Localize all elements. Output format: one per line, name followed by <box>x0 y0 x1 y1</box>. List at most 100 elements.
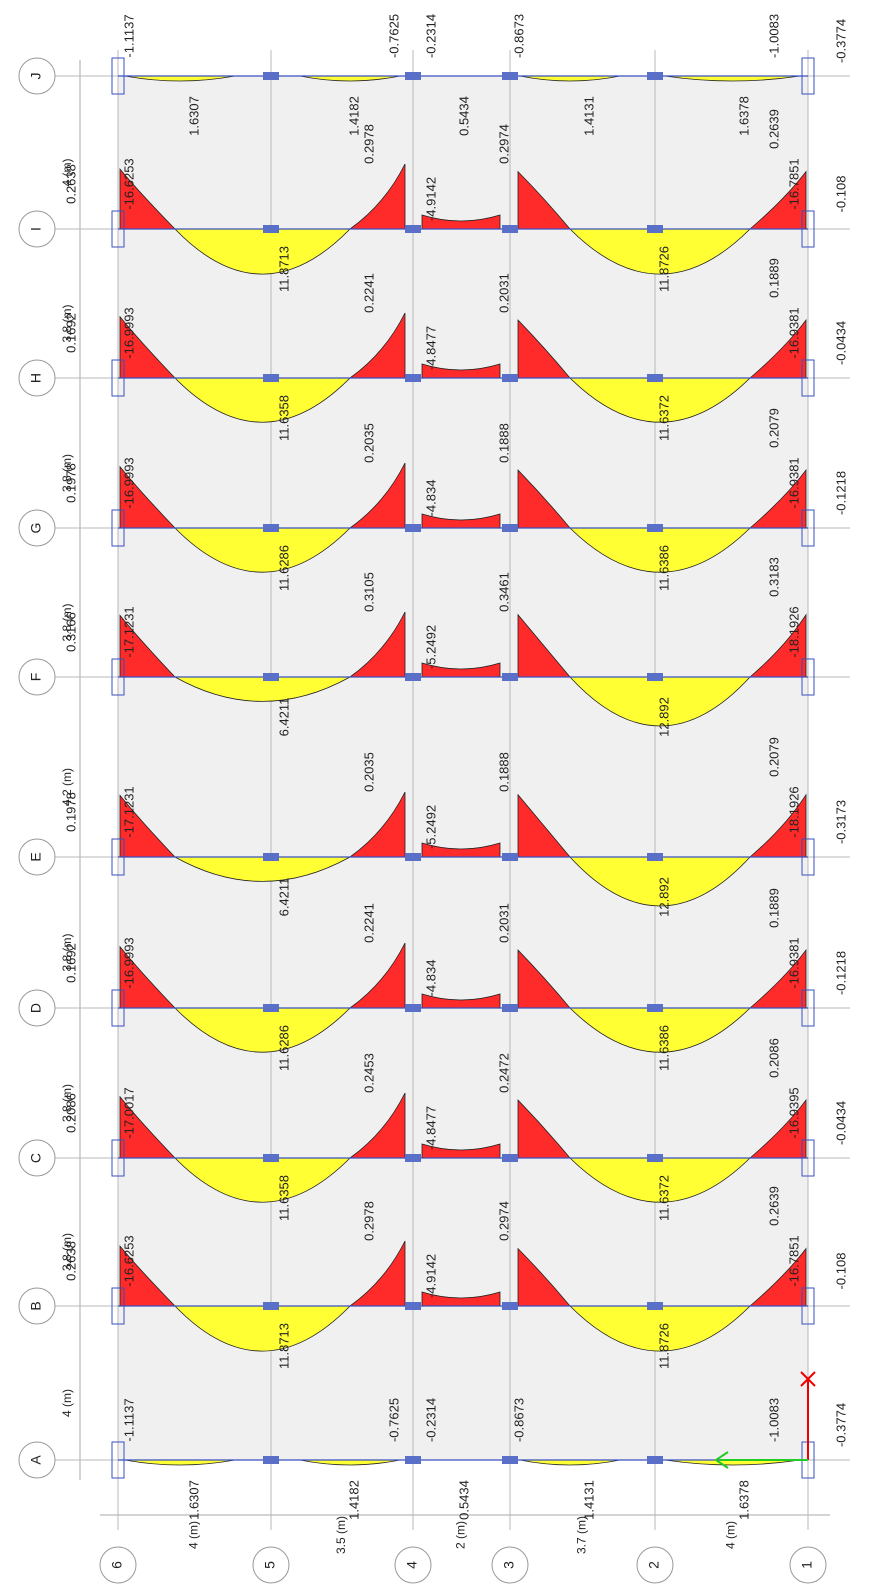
moment-label: 11.6358 <box>276 395 291 441</box>
moment-label: 0.2031 <box>496 903 511 943</box>
moment-label: -0.108 <box>833 1253 848 1290</box>
column <box>502 1456 518 1464</box>
dimension-label: 3.8 (m) <box>60 304 74 342</box>
moment-label: -16.6253 <box>121 158 136 209</box>
dimension-label: 4.2 (m) <box>60 768 74 806</box>
dimension-label: 3.8 (m) <box>60 1233 74 1271</box>
grid-label: 5 <box>262 1561 278 1569</box>
grid-label: 4 <box>404 1561 420 1569</box>
column <box>405 1154 421 1162</box>
moment-label: 11.8713 <box>276 1323 291 1369</box>
moment-label: -17.1231 <box>121 786 136 837</box>
moment-label: -0.2314 <box>423 1398 438 1442</box>
moment-label: -0.2314 <box>423 14 438 58</box>
moment-label: -17.0017 <box>121 1087 136 1138</box>
column <box>502 1302 518 1310</box>
moment-label: 1.4182 <box>346 1480 361 1520</box>
moment-label: 11.6358 <box>276 1175 291 1221</box>
moment-label: 0.2974 <box>496 124 511 164</box>
slab-area <box>118 76 808 1460</box>
column <box>263 374 279 382</box>
moment-label: -4.9142 <box>423 177 438 221</box>
moment-label: -16.9993 <box>121 937 136 988</box>
moment-positive <box>300 1460 400 1465</box>
moment-label: 0.2472 <box>496 1053 511 1093</box>
column <box>263 1302 279 1310</box>
moment-label: -16.9993 <box>121 307 136 358</box>
column <box>405 853 421 861</box>
moment-label: -0.3173 <box>833 800 848 844</box>
moment-label: 0.2978 <box>361 1201 376 1241</box>
moment-label: -17.1231 <box>121 606 136 657</box>
moment-label: -5.2492 <box>423 805 438 849</box>
moment-label: -4.834 <box>423 480 438 517</box>
moment-positive <box>125 1460 235 1465</box>
moment-label: -18.1926 <box>786 786 801 837</box>
moment-label: 0.1888 <box>496 423 511 463</box>
grid-label: E <box>28 852 44 861</box>
moment-label: -16.9993 <box>121 457 136 508</box>
grid-label: 6 <box>109 1561 125 1569</box>
column <box>647 1004 663 1012</box>
moment-label: 0.2035 <box>361 423 376 463</box>
moment-label: 11.6386 <box>656 1025 671 1071</box>
moment-label: 1.6307 <box>186 96 201 136</box>
moment-label: 0.3183 <box>766 557 781 597</box>
column <box>647 72 663 80</box>
moment-diagram: -1.11371.63071.4182-0.7625-0.23140.5434-… <box>0 0 894 1593</box>
column <box>405 1004 421 1012</box>
dimension-label: 4 (m) <box>724 1521 738 1549</box>
moment-label: -1.1137 <box>121 1398 136 1441</box>
moment-label: -1.0083 <box>766 14 781 58</box>
moment-label: 0.1889 <box>766 258 781 298</box>
moment-positive <box>520 1460 620 1465</box>
column <box>502 853 518 861</box>
moment-label: 1.6378 <box>736 1480 751 1520</box>
moment-label: 0.2035 <box>361 752 376 792</box>
column <box>405 1302 421 1310</box>
dimension-label: 4 (m) <box>60 159 74 187</box>
moment-label: 0.2079 <box>766 408 781 448</box>
column <box>647 853 663 861</box>
column <box>502 1004 518 1012</box>
moment-label: -4.8477 <box>423 1106 438 1150</box>
dimension-label: 3.8 (m) <box>60 454 74 492</box>
moment-label: 0.2453 <box>361 1053 376 1093</box>
moment-label: 6.4211 <box>276 698 291 737</box>
moment-label: 0.1889 <box>766 888 781 928</box>
column <box>647 1456 663 1464</box>
grid-label: 2 <box>646 1561 662 1569</box>
moment-label: 12.892 <box>656 877 671 917</box>
moment-label: -1.0083 <box>766 1398 781 1442</box>
moment-label: 11.6372 <box>656 395 671 441</box>
moment-label: 1.4182 <box>346 96 361 136</box>
moment-label: 0.3105 <box>361 572 376 612</box>
grid-label: H <box>28 373 44 383</box>
moment-label: -16.9381 <box>786 457 801 508</box>
moment-label: 12.892 <box>656 697 671 737</box>
moment-label: -16.7851 <box>786 158 801 209</box>
grid-label: G <box>28 523 44 534</box>
moment-label: 0.1888 <box>496 752 511 792</box>
column <box>263 1456 279 1464</box>
moment-label: 11.6286 <box>276 545 291 591</box>
moment-label: 11.6286 <box>276 1025 291 1071</box>
column <box>502 1154 518 1162</box>
moment-label: 0.2639 <box>766 109 781 149</box>
moment-label: -16.9395 <box>786 1087 801 1138</box>
moment-label: 1.6307 <box>186 1480 201 1520</box>
grid-label: D <box>28 1003 44 1013</box>
column <box>405 1456 421 1464</box>
moment-label: -4.9142 <box>423 1254 438 1298</box>
moment-label: 1.4131 <box>581 1480 596 1520</box>
dimension-label: 3.8 (m) <box>60 933 74 971</box>
column <box>405 225 421 233</box>
moment-label: -18.1926 <box>786 606 801 657</box>
column <box>647 374 663 382</box>
moment-label: -16.9381 <box>786 307 801 358</box>
moment-label: -0.7625 <box>386 14 401 58</box>
grid-label: J <box>28 73 44 80</box>
column <box>647 673 663 681</box>
grid-label: A <box>28 1455 44 1465</box>
moment-label: -0.0434 <box>833 321 848 365</box>
